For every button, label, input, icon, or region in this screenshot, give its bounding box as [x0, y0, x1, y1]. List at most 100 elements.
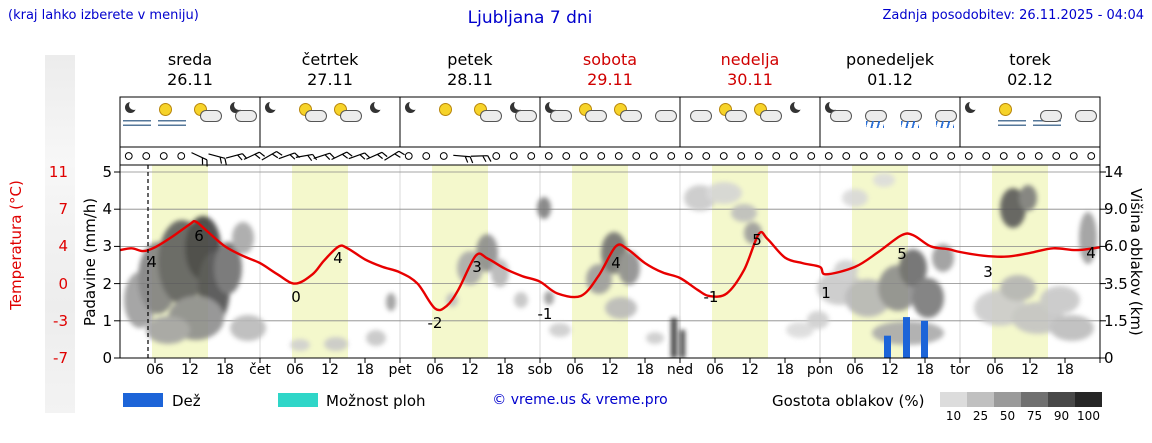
calm-wind-icon — [142, 152, 151, 160]
wind-barb-icon — [366, 151, 388, 160]
weather-icon-cloud — [1067, 100, 1099, 130]
calm-wind-icon — [1017, 152, 1026, 160]
weather-icon-sun-cloud — [332, 100, 364, 130]
density-tick: 25 — [972, 409, 989, 423]
day-name: torek — [1009, 50, 1051, 69]
moon-icon — [825, 100, 839, 113]
cloud-icon — [725, 110, 747, 122]
hour-label: 12 — [321, 362, 339, 378]
temp-value-label: 3 — [983, 263, 993, 281]
calm-wind-icon — [719, 152, 728, 160]
calm-wind-icon — [124, 152, 133, 160]
weather-icon-sun — [437, 100, 469, 130]
precip-tick: 3 — [102, 237, 112, 256]
temp-value-label: 4 — [147, 253, 157, 271]
calm-wind-icon — [807, 152, 816, 160]
rain-bar — [921, 320, 928, 358]
calm-wind-icon — [492, 152, 501, 160]
day-date: 26.11 — [167, 70, 213, 89]
density-block — [994, 392, 1021, 407]
cloud-icon — [1040, 110, 1062, 122]
hour-label: 18 — [636, 362, 654, 378]
temp-value-label: 4 — [333, 249, 343, 267]
temp-value-label: -1 — [704, 288, 719, 306]
cloud-tick: 1.5 — [1104, 311, 1128, 330]
calm-wind-icon — [562, 152, 571, 160]
hour-label: 06 — [846, 362, 864, 378]
day-abbr-label: sob — [527, 362, 553, 378]
temperature-curve — [120, 219, 1100, 312]
weather-icon-cloud — [647, 100, 679, 130]
temp-value-label: 4 — [611, 254, 621, 272]
moon-icon — [125, 100, 139, 113]
weather-icon-moon-cloud — [227, 100, 259, 130]
calm-wind-icon — [527, 152, 536, 160]
rain-icon — [866, 121, 884, 128]
weather-icon-cloud — [682, 100, 714, 130]
calm-wind-icon — [1087, 152, 1096, 160]
day-name: ponedeljek — [846, 50, 934, 69]
cloud-tick: 3.5 — [1104, 274, 1128, 293]
wind-barb-icon — [384, 150, 405, 161]
last-update: Zadnja posodobitev: 26.11.2025 - 04:04 — [882, 8, 1144, 23]
day-date: 02.12 — [1007, 70, 1053, 89]
hour-label: 12 — [881, 362, 899, 378]
rain-icon — [901, 121, 919, 128]
cloud-icon — [830, 110, 852, 122]
calm-wind-icon — [404, 152, 413, 160]
hour-label: 12 — [1021, 362, 1039, 378]
calm-wind-icon — [177, 152, 186, 160]
calm-wind-icon — [894, 152, 903, 160]
cloud-icon — [515, 110, 537, 122]
copyright-link[interactable]: © vreme.us & vreme.pro — [492, 392, 668, 408]
temp-tick: -7 — [53, 349, 68, 367]
calm-wind-icon — [912, 152, 921, 160]
daylight-band — [292, 165, 348, 358]
weather-icon-sun-cloud — [297, 100, 329, 130]
density-block — [1048, 392, 1075, 407]
precip-tick: 0 — [102, 349, 112, 367]
wind-barb-icon — [331, 151, 353, 161]
sun-icon — [159, 103, 172, 116]
calm-wind-icon — [982, 152, 991, 160]
temp-tick: -3 — [53, 311, 68, 330]
wind-barb-icon — [191, 152, 208, 167]
day-header-ponedeljek: ponedeljek 01.12 — [820, 50, 960, 90]
precip-tick: 4 — [102, 200, 112, 219]
rain-bar — [884, 335, 891, 358]
hour-label: 12 — [741, 362, 759, 378]
hour-label: 06 — [146, 362, 164, 378]
day-header-sobota: sobota 29.11 — [540, 50, 680, 90]
moon-icon — [265, 100, 279, 113]
calm-wind-icon — [579, 152, 588, 160]
day-abbr-label: ned — [666, 362, 694, 378]
wind-barb-icon — [470, 155, 492, 163]
day-date: 30.11 — [727, 70, 773, 89]
weather-icon-sun-cloud — [752, 100, 784, 130]
calm-wind-icon — [667, 152, 676, 160]
weather-icon-sun-cloud — [717, 100, 749, 130]
calm-wind-icon — [1069, 152, 1078, 160]
moon-icon — [510, 100, 524, 113]
day-header-petek: petek 28.11 — [400, 50, 540, 90]
calm-wind-icon — [754, 152, 763, 160]
cloud-tick: 0 — [1104, 349, 1114, 367]
day-abbr-label: pon — [806, 362, 834, 378]
day-date: 01.12 — [867, 70, 913, 89]
weather-icon-moon-cloud — [507, 100, 539, 130]
moon-icon — [230, 100, 244, 113]
showers-legend-label: Možnost ploh — [326, 392, 426, 410]
cloud-icon — [620, 110, 642, 122]
cloud-icon — [550, 110, 572, 122]
precip-tick: 1 — [102, 311, 112, 330]
day-header-sreda: sreda 26.11 — [120, 50, 260, 90]
weather-icon-cloud-rain — [857, 100, 889, 130]
temp-tick: 7 — [58, 200, 68, 219]
hour-label: 12 — [181, 362, 199, 378]
hour-label: 06 — [566, 362, 584, 378]
day-date: 28.11 — [447, 70, 493, 89]
hour-label: 06 — [286, 362, 304, 378]
moon-icon — [965, 100, 979, 113]
wind-barb-icon — [278, 152, 300, 160]
